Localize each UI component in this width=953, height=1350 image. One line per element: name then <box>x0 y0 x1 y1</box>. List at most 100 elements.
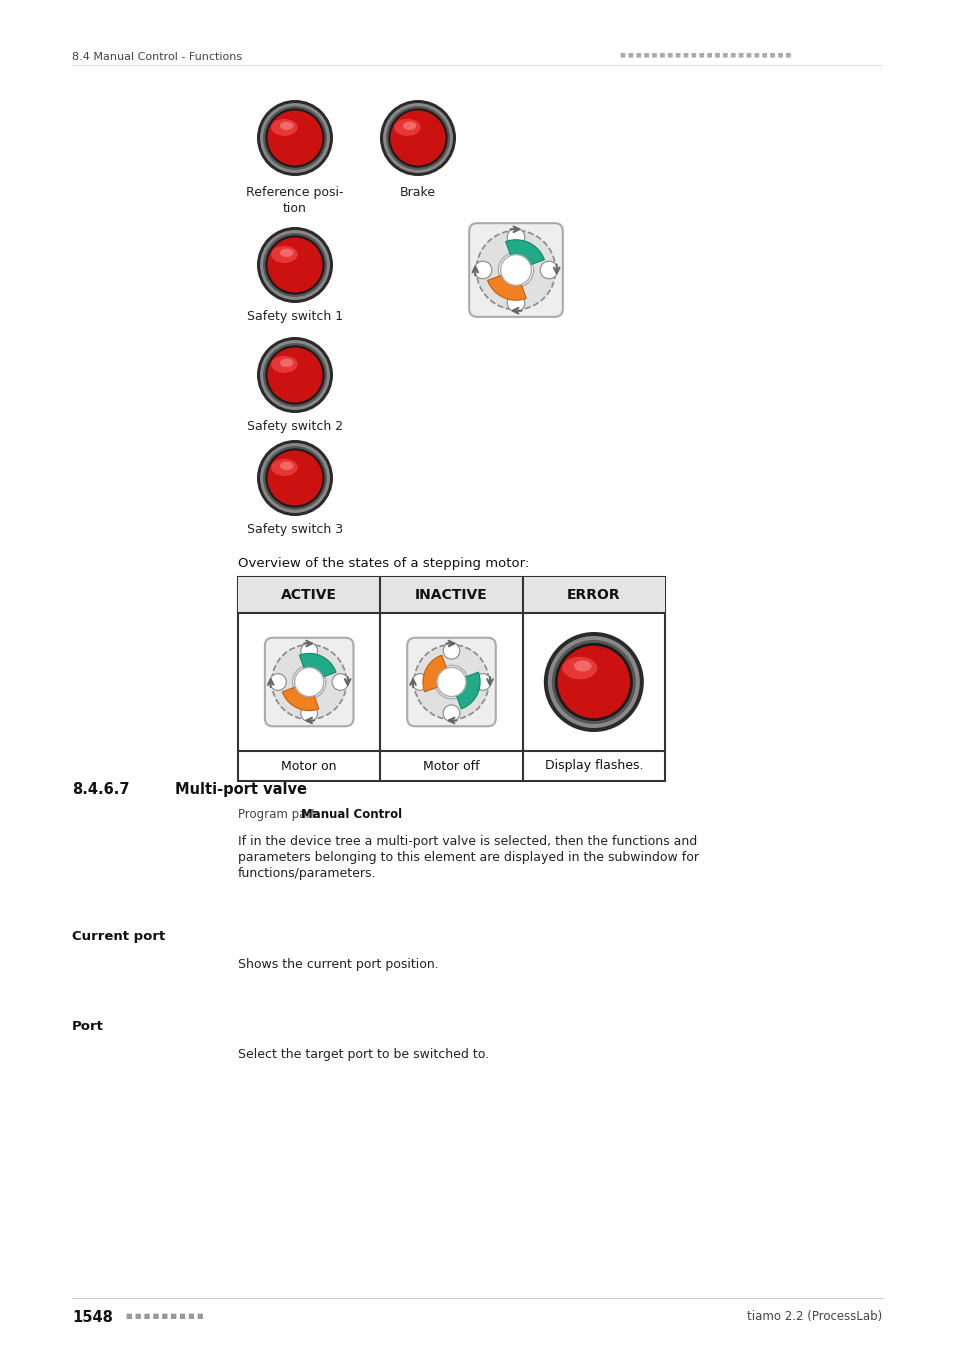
Ellipse shape <box>539 261 558 279</box>
Text: ERROR: ERROR <box>566 589 620 602</box>
Ellipse shape <box>379 100 456 176</box>
Ellipse shape <box>561 656 597 679</box>
Ellipse shape <box>443 705 459 721</box>
Ellipse shape <box>256 440 333 516</box>
Text: tiamo 2.2 (ProcessLab): tiamo 2.2 (ProcessLab) <box>746 1310 882 1323</box>
Text: Current port: Current port <box>71 930 165 944</box>
Circle shape <box>500 255 531 285</box>
Ellipse shape <box>402 122 416 130</box>
Ellipse shape <box>256 338 333 413</box>
Circle shape <box>476 231 555 309</box>
Text: parameters belonging to this element are displayed in the subwindow for: parameters belonging to this element are… <box>237 850 699 864</box>
Circle shape <box>435 666 468 699</box>
Text: Safety switch 3: Safety switch 3 <box>247 522 343 536</box>
Ellipse shape <box>386 107 450 170</box>
FancyBboxPatch shape <box>407 637 496 726</box>
Ellipse shape <box>260 230 330 300</box>
Ellipse shape <box>394 119 420 136</box>
Ellipse shape <box>279 248 293 256</box>
Ellipse shape <box>271 459 297 477</box>
Ellipse shape <box>551 640 635 724</box>
Circle shape <box>414 644 489 720</box>
Ellipse shape <box>265 108 324 167</box>
Text: Manual Control: Manual Control <box>301 809 402 821</box>
Ellipse shape <box>263 343 327 406</box>
Ellipse shape <box>300 643 317 659</box>
Polygon shape <box>487 270 526 300</box>
Ellipse shape <box>263 234 327 297</box>
Text: Program part:: Program part: <box>237 809 323 821</box>
Text: Motor on: Motor on <box>281 760 336 772</box>
Circle shape <box>293 666 326 699</box>
Circle shape <box>436 667 466 697</box>
FancyBboxPatch shape <box>265 637 353 726</box>
Text: Safety switch 1: Safety switch 1 <box>247 310 343 323</box>
Ellipse shape <box>443 643 459 659</box>
Ellipse shape <box>270 674 286 690</box>
Ellipse shape <box>267 238 322 293</box>
Text: ACTIVE: ACTIVE <box>281 589 336 602</box>
Ellipse shape <box>263 446 327 510</box>
Circle shape <box>294 667 323 697</box>
Circle shape <box>272 644 346 720</box>
Text: Motor off: Motor off <box>423 760 479 772</box>
Ellipse shape <box>265 235 324 294</box>
Ellipse shape <box>574 660 591 671</box>
Ellipse shape <box>256 100 333 176</box>
Ellipse shape <box>279 122 293 130</box>
Ellipse shape <box>271 356 297 373</box>
Ellipse shape <box>271 119 297 136</box>
Ellipse shape <box>260 340 330 410</box>
Ellipse shape <box>507 228 524 246</box>
Text: ■ ■ ■ ■ ■ ■ ■ ■ ■ ■ ■ ■ ■ ■ ■ ■ ■ ■ ■ ■ ■ ■: ■ ■ ■ ■ ■ ■ ■ ■ ■ ■ ■ ■ ■ ■ ■ ■ ■ ■ ■ ■ … <box>619 53 792 57</box>
Ellipse shape <box>256 227 333 302</box>
Ellipse shape <box>279 462 293 470</box>
Text: Brake: Brake <box>399 186 436 198</box>
Ellipse shape <box>474 674 491 690</box>
Polygon shape <box>422 655 451 691</box>
Text: Overview of the states of a stepping motor:: Overview of the states of a stepping mot… <box>237 558 529 570</box>
Ellipse shape <box>412 674 428 690</box>
Polygon shape <box>505 240 544 270</box>
Bar <box>237 576 664 782</box>
Polygon shape <box>451 672 479 709</box>
Text: tion: tion <box>283 202 307 215</box>
Ellipse shape <box>263 107 327 170</box>
Ellipse shape <box>557 645 629 718</box>
Ellipse shape <box>547 636 639 728</box>
Ellipse shape <box>332 674 348 690</box>
Ellipse shape <box>267 347 322 402</box>
Text: Select the target port to be switched to.: Select the target port to be switched to… <box>237 1048 489 1061</box>
Text: Safety switch 2: Safety switch 2 <box>247 420 343 433</box>
Ellipse shape <box>265 448 324 508</box>
Text: 1548: 1548 <box>71 1310 112 1324</box>
Ellipse shape <box>267 111 322 166</box>
Ellipse shape <box>388 108 447 167</box>
Text: 8.4.6.7: 8.4.6.7 <box>71 782 130 796</box>
Ellipse shape <box>555 643 632 721</box>
Ellipse shape <box>300 705 317 721</box>
Circle shape <box>497 252 533 288</box>
Text: ■ ■ ■ ■ ■ ■ ■ ■ ■: ■ ■ ■ ■ ■ ■ ■ ■ ■ <box>126 1314 206 1319</box>
Text: Display flashes.: Display flashes. <box>544 760 642 772</box>
Ellipse shape <box>390 111 445 166</box>
Polygon shape <box>282 682 318 710</box>
Ellipse shape <box>271 246 297 263</box>
Ellipse shape <box>543 632 643 732</box>
Text: Shows the current port position.: Shows the current port position. <box>237 958 438 971</box>
Ellipse shape <box>267 451 322 505</box>
Text: Multi-port valve: Multi-port valve <box>174 782 307 796</box>
Text: If in the device tree a multi-port valve is selected, then the functions and: If in the device tree a multi-port valve… <box>237 836 697 848</box>
Text: Port: Port <box>71 1021 104 1033</box>
Ellipse shape <box>383 103 453 173</box>
Ellipse shape <box>260 103 330 173</box>
Ellipse shape <box>474 261 492 279</box>
Text: functions/parameters.: functions/parameters. <box>237 867 376 880</box>
Bar <box>237 576 664 613</box>
Ellipse shape <box>279 359 293 367</box>
FancyBboxPatch shape <box>469 223 562 317</box>
Ellipse shape <box>260 443 330 513</box>
Text: 8.4 Manual Control - Functions: 8.4 Manual Control - Functions <box>71 53 242 62</box>
Text: INACTIVE: INACTIVE <box>415 589 487 602</box>
Ellipse shape <box>265 346 324 405</box>
